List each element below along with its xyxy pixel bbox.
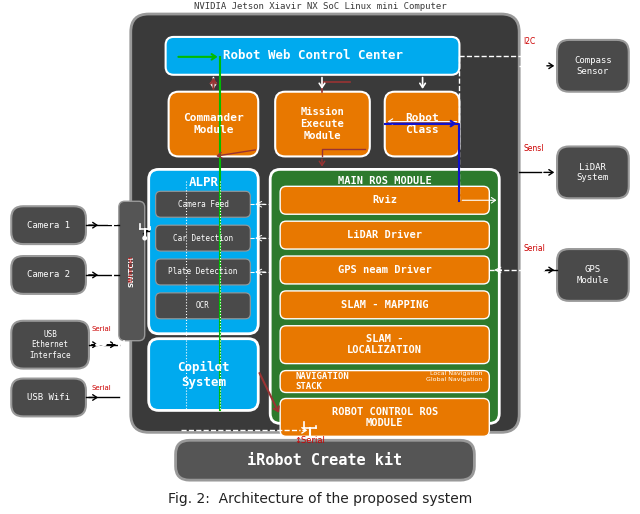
FancyBboxPatch shape	[12, 321, 89, 369]
FancyBboxPatch shape	[148, 339, 259, 410]
Text: Rviz: Rviz	[372, 195, 397, 205]
Text: Serial: Serial	[91, 326, 111, 332]
Text: Compass
Sensor: Compass Sensor	[574, 56, 612, 76]
Text: Ethernet: Ethernet	[128, 255, 133, 282]
Text: USB
Ethernet
Interface: USB Ethernet Interface	[29, 330, 71, 360]
Circle shape	[538, 277, 541, 281]
Text: LiDAR Driver: LiDAR Driver	[348, 230, 422, 240]
Text: iRobot Create kit: iRobot Create kit	[248, 453, 403, 468]
Circle shape	[111, 279, 114, 281]
FancyBboxPatch shape	[280, 256, 490, 284]
Text: Car Detection: Car Detection	[173, 234, 233, 243]
Text: Camera Feed: Camera Feed	[177, 200, 228, 209]
Circle shape	[308, 436, 312, 440]
Circle shape	[117, 350, 120, 354]
Circle shape	[117, 374, 120, 377]
FancyBboxPatch shape	[156, 259, 250, 285]
Text: ROBOT CONTROL ROS
MODULE: ROBOT CONTROL ROS MODULE	[332, 407, 438, 428]
Circle shape	[143, 236, 147, 240]
FancyBboxPatch shape	[280, 326, 490, 363]
FancyBboxPatch shape	[156, 293, 250, 319]
Text: SLAM - MAPPING: SLAM - MAPPING	[341, 300, 429, 310]
Text: Serial: Serial	[523, 244, 545, 253]
Text: LiDAR
System: LiDAR System	[577, 163, 609, 182]
Text: Local Navigation
Global Navigation: Local Navigation Global Navigation	[426, 371, 483, 382]
Text: SWITCH: SWITCH	[129, 255, 135, 286]
FancyBboxPatch shape	[280, 398, 490, 436]
Text: GPS
Module: GPS Module	[577, 265, 609, 285]
FancyBboxPatch shape	[166, 37, 460, 75]
FancyBboxPatch shape	[12, 206, 86, 244]
FancyBboxPatch shape	[280, 186, 490, 214]
Text: NVIDIA Jetson Xiavir NX SoC Linux mini Computer: NVIDIA Jetson Xiavir NX SoC Linux mini C…	[194, 2, 446, 11]
FancyBboxPatch shape	[280, 291, 490, 319]
FancyBboxPatch shape	[156, 191, 250, 217]
Circle shape	[538, 71, 541, 75]
FancyBboxPatch shape	[557, 146, 628, 198]
FancyBboxPatch shape	[557, 40, 628, 91]
FancyBboxPatch shape	[280, 371, 490, 393]
FancyBboxPatch shape	[175, 440, 474, 480]
FancyBboxPatch shape	[557, 249, 628, 301]
FancyBboxPatch shape	[385, 91, 460, 156]
Text: Robot Web Control Center: Robot Web Control Center	[223, 49, 403, 62]
Text: Robot
Class: Robot Class	[405, 113, 439, 135]
FancyBboxPatch shape	[275, 91, 370, 156]
Text: SLAM -
LOCALIZATION: SLAM - LOCALIZATION	[348, 334, 422, 356]
FancyBboxPatch shape	[168, 91, 259, 156]
Text: GPS neam Driver: GPS neam Driver	[338, 265, 431, 275]
FancyBboxPatch shape	[119, 201, 145, 341]
FancyBboxPatch shape	[12, 378, 86, 416]
Text: I2C: I2C	[523, 37, 535, 46]
Text: ALPR: ALPR	[188, 176, 218, 189]
Text: Commander
Module: Commander Module	[183, 113, 244, 135]
FancyBboxPatch shape	[131, 14, 519, 432]
FancyBboxPatch shape	[12, 256, 86, 294]
FancyBboxPatch shape	[270, 170, 499, 424]
Text: Mission
Execute
Module: Mission Execute Module	[301, 107, 344, 141]
Text: ↕Serial: ↕Serial	[294, 436, 326, 445]
Text: Serial: Serial	[91, 386, 111, 392]
Text: Fig. 2:  Architecture of the proposed system: Fig. 2: Architecture of the proposed sys…	[168, 492, 472, 506]
Circle shape	[111, 229, 114, 231]
Text: MAIN ROS MODULE: MAIN ROS MODULE	[338, 176, 431, 187]
Text: Camera 2: Camera 2	[27, 270, 70, 280]
Text: USB Wifi: USB Wifi	[27, 393, 70, 402]
Text: Sensl: Sensl	[524, 144, 545, 154]
Text: Camera 1: Camera 1	[27, 221, 70, 230]
Text: Copilot
System: Copilot System	[177, 360, 230, 389]
Text: Plate Detection: Plate Detection	[168, 267, 237, 277]
Text: OCR: OCR	[196, 301, 210, 310]
FancyBboxPatch shape	[148, 170, 259, 334]
Text: NAVIGATION
STACK: NAVIGATION STACK	[295, 372, 349, 391]
FancyBboxPatch shape	[156, 225, 250, 251]
FancyBboxPatch shape	[280, 221, 490, 249]
